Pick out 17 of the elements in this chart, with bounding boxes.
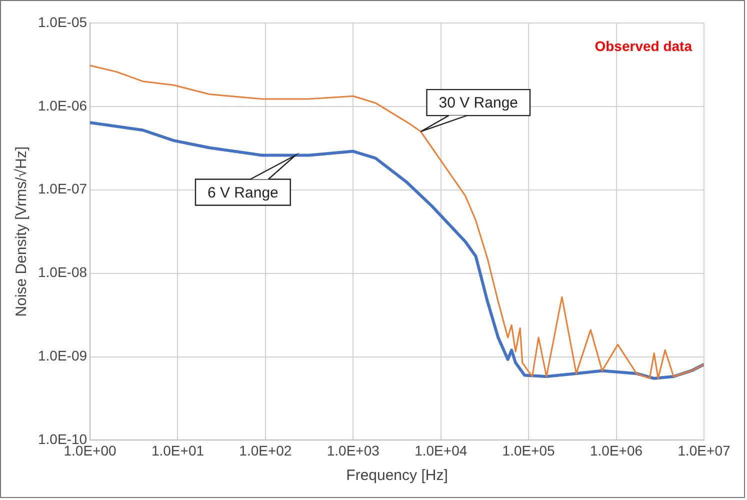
y-tick-label: 1.0E-06 (38, 97, 88, 114)
y-tick-label: 1.0E-08 (38, 264, 88, 280)
y-axis-title: Noise Density [Vrms/√Hz] (13, 146, 30, 317)
annotation: Observed data (594, 38, 692, 54)
x-tick-label: 1.0E+07 (678, 442, 730, 458)
x-tick-label: 1.0E+01 (151, 442, 204, 458)
y-tick-label: 1.0E-07 (38, 180, 88, 197)
annotation: 30 V Range (438, 94, 518, 112)
y-tick-label: 1.0E-09 (38, 348, 88, 364)
annotation: 6 V Range (207, 184, 278, 202)
x-tick-label: 1.0E+05 (502, 442, 556, 458)
x-tick-label: 1.0E+02 (239, 442, 292, 458)
x-tick-label: 1.0E+03 (326, 442, 380, 458)
x-tick-label: 1.0E+04 (414, 442, 468, 458)
y-tick-label: 1.0E-05 (38, 14, 88, 30)
x-tick-label: 1.0E+06 (590, 442, 643, 458)
x-axis-title: Frequency [Hz] (346, 467, 448, 484)
